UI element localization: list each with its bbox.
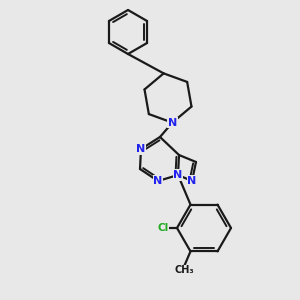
Text: N: N: [168, 118, 177, 128]
Text: CH₃: CH₃: [175, 266, 194, 275]
Text: N: N: [136, 144, 146, 154]
Text: Cl: Cl: [158, 223, 169, 233]
Text: N: N: [188, 176, 196, 186]
Text: N: N: [153, 176, 163, 186]
Text: N: N: [173, 170, 183, 180]
